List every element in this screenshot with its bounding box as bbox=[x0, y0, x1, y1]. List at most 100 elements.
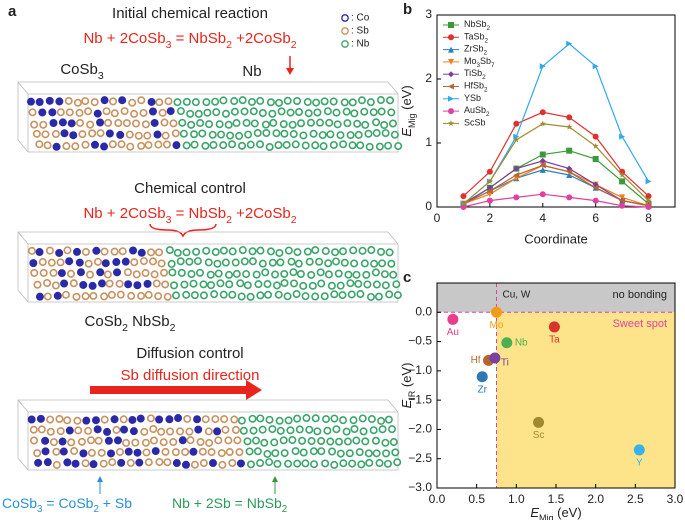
atom bbox=[143, 279, 152, 288]
atom bbox=[339, 140, 348, 149]
atom bbox=[55, 414, 64, 423]
atom bbox=[204, 427, 213, 436]
atom bbox=[372, 118, 381, 127]
atom bbox=[113, 436, 122, 445]
atom bbox=[181, 460, 190, 469]
atom bbox=[358, 414, 367, 423]
atom bbox=[137, 96, 146, 105]
atom bbox=[357, 460, 366, 469]
atom bbox=[126, 142, 135, 151]
point bbox=[645, 197, 652, 204]
atom bbox=[228, 140, 237, 149]
atom bbox=[356, 290, 365, 299]
atom bbox=[51, 130, 60, 139]
atom bbox=[105, 279, 114, 288]
atom bbox=[273, 459, 282, 468]
atom bbox=[41, 130, 50, 139]
atom bbox=[182, 290, 191, 299]
point bbox=[619, 202, 626, 209]
atom bbox=[87, 448, 96, 457]
atom bbox=[56, 258, 65, 267]
atom bbox=[179, 129, 188, 138]
atom bbox=[147, 97, 156, 106]
panel-letter: c bbox=[403, 269, 411, 286]
atom bbox=[316, 268, 325, 277]
atom bbox=[237, 416, 246, 425]
atom bbox=[63, 458, 72, 467]
atom bbox=[342, 427, 351, 436]
atom bbox=[211, 415, 220, 424]
x-tick-label: 2.0 bbox=[587, 492, 604, 506]
atom bbox=[284, 416, 293, 425]
atom bbox=[321, 459, 330, 468]
axis-label-part: Mig bbox=[539, 513, 554, 520]
atom bbox=[132, 270, 141, 279]
atom bbox=[239, 426, 248, 435]
atom bbox=[29, 259, 38, 268]
atom bbox=[248, 414, 257, 423]
atom bbox=[339, 416, 348, 425]
atom bbox=[65, 426, 74, 435]
atom bbox=[334, 269, 343, 278]
atom bbox=[286, 108, 295, 117]
atom bbox=[36, 414, 45, 423]
atom bbox=[112, 258, 121, 267]
atom bbox=[235, 448, 244, 457]
atom bbox=[190, 291, 199, 300]
point-label: Ta bbox=[549, 335, 560, 346]
atom bbox=[84, 426, 93, 435]
atom bbox=[113, 268, 122, 277]
point bbox=[533, 416, 545, 428]
atom bbox=[261, 268, 270, 277]
crystal-box bbox=[17, 399, 399, 471]
atom bbox=[190, 140, 199, 149]
atom bbox=[336, 449, 345, 458]
atom bbox=[185, 257, 194, 266]
atom bbox=[60, 279, 69, 288]
annotation: no bonding bbox=[613, 289, 667, 301]
atom bbox=[58, 437, 67, 446]
atom bbox=[317, 436, 326, 445]
y-tick-label: 0 bbox=[425, 199, 432, 213]
legend-dot bbox=[341, 27, 349, 35]
atom bbox=[84, 107, 93, 116]
title: Chemical control bbox=[134, 180, 246, 197]
atom bbox=[293, 96, 302, 105]
atom bbox=[100, 142, 109, 151]
atom bbox=[256, 96, 265, 105]
atom bbox=[126, 458, 135, 467]
atom bbox=[85, 270, 94, 279]
atom bbox=[262, 129, 271, 138]
atom bbox=[364, 129, 373, 138]
atom bbox=[117, 458, 126, 467]
atom bbox=[232, 269, 241, 278]
atom bbox=[332, 108, 341, 117]
point bbox=[548, 321, 560, 333]
sweet-spot-region bbox=[496, 312, 675, 488]
atom bbox=[216, 279, 225, 288]
atom bbox=[354, 130, 363, 139]
point bbox=[633, 444, 645, 456]
atom bbox=[299, 281, 308, 290]
point bbox=[513, 136, 520, 143]
panel-letter: a bbox=[8, 3, 17, 20]
legend-dot bbox=[341, 14, 349, 22]
atom bbox=[230, 415, 239, 424]
atom bbox=[173, 248, 182, 257]
atom bbox=[311, 141, 320, 150]
atom bbox=[266, 98, 275, 107]
atom bbox=[295, 107, 304, 116]
atom bbox=[205, 438, 214, 447]
atom bbox=[152, 279, 161, 288]
atom bbox=[320, 292, 329, 301]
label: Nb bbox=[242, 63, 261, 80]
atom bbox=[307, 270, 316, 279]
atom bbox=[28, 108, 37, 117]
atom bbox=[178, 118, 187, 127]
atom bbox=[336, 281, 345, 290]
atom bbox=[372, 280, 381, 289]
atom bbox=[119, 415, 128, 424]
atom bbox=[65, 257, 74, 266]
atom bbox=[236, 459, 245, 468]
atom bbox=[324, 259, 333, 268]
